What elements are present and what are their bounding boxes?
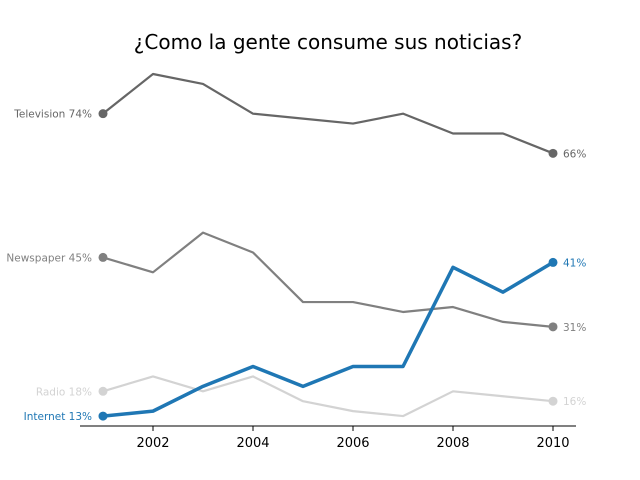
series-line-newspaper	[101, 231, 555, 328]
series-end-label-internet: 41%	[563, 257, 586, 269]
x-tick-label-2002: 2002	[136, 436, 169, 451]
series-end-marker-internet	[548, 257, 558, 267]
chart-title: ¿Como la gente consume sus noticias?	[134, 30, 522, 54]
series-start-label-newspaper: Newspaper 45%	[6, 252, 92, 264]
x-tick-label-2008: 2008	[436, 436, 469, 451]
x-tick-label-2004: 2004	[236, 436, 269, 451]
series-end-marker-newspaper	[548, 322, 558, 332]
series-start-label-television: Television 74%	[13, 109, 92, 121]
series-end-label-newspaper: 31%	[563, 322, 586, 334]
series-line-internet	[101, 260, 555, 418]
series-start-label-radio: Radio 18%	[36, 386, 92, 398]
series-lines	[98, 72, 558, 421]
series-end-marker-television	[548, 148, 558, 158]
series-start-marker-television	[98, 109, 108, 119]
x-tick-label-2010: 2010	[536, 436, 569, 451]
series-start-marker-radio	[98, 386, 108, 396]
series-start-marker-internet	[98, 411, 108, 421]
series-line-radio	[101, 375, 555, 418]
x-axis: 2002 2004 2006 2008 2010	[136, 426, 570, 451]
series-end-label-radio: 16%	[563, 396, 586, 408]
series-end-marker-radio	[548, 396, 558, 406]
series-labels: Television 74% 66% Newspaper 45% 31% Radio 1…	[6, 109, 586, 423]
series-line-television	[101, 72, 555, 155]
series-start-label-internet: Internet 13%	[24, 411, 92, 423]
series-end-label-television: 66%	[563, 148, 586, 160]
x-tick-label-2006: 2006	[336, 436, 369, 451]
series-start-marker-newspaper	[98, 252, 108, 262]
